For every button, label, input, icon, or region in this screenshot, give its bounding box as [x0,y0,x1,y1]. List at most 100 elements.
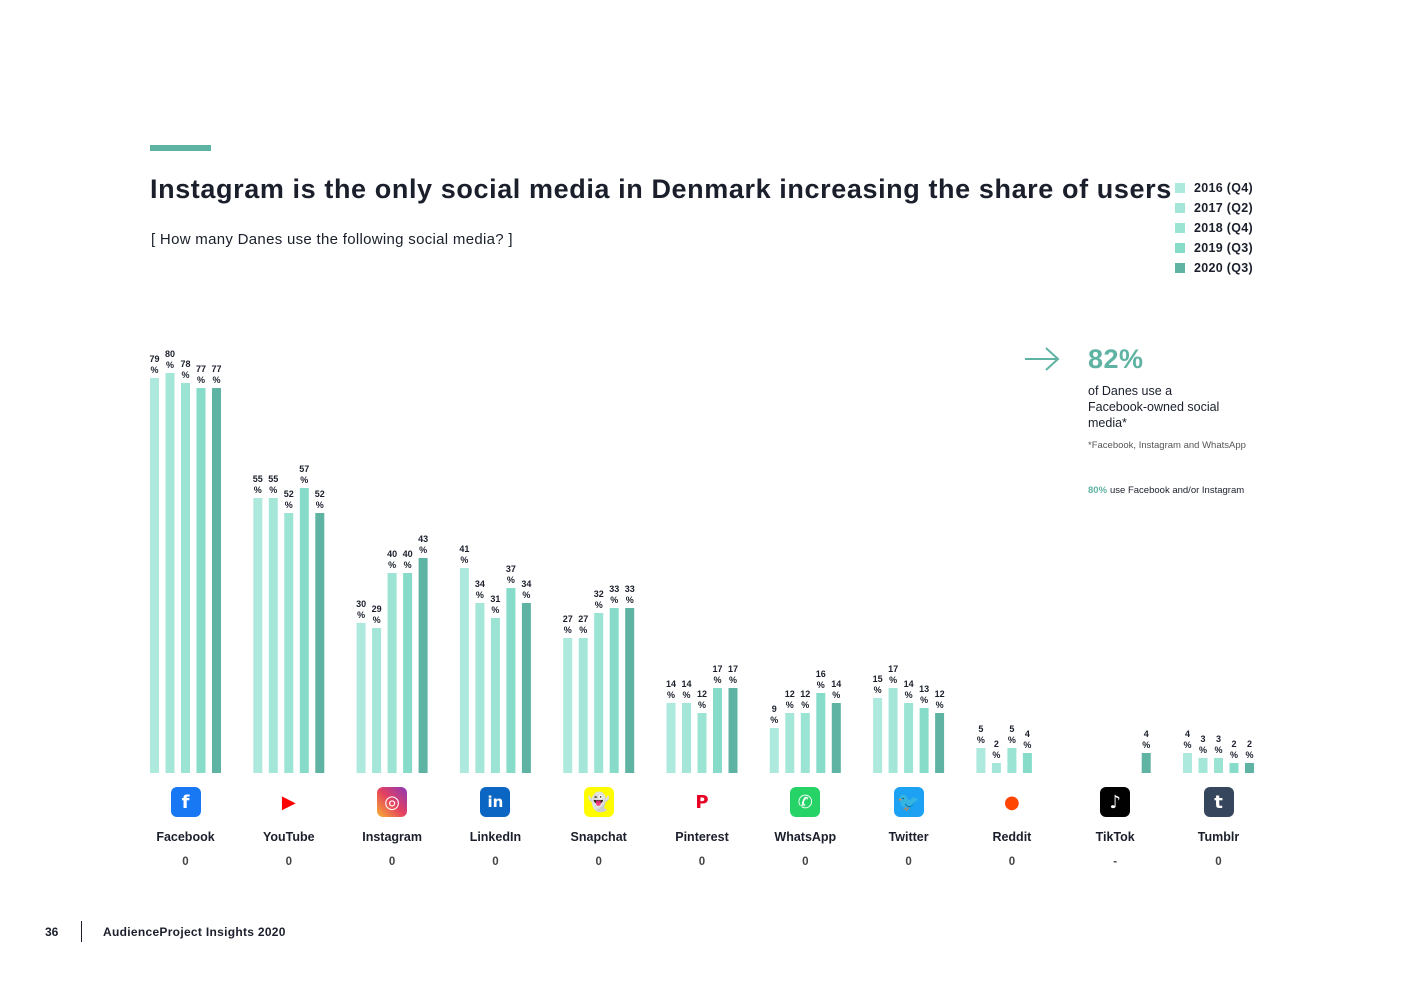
bar-twitter-2017 [888,688,898,773]
bar-value-unit: % [874,685,882,695]
bar-value-unit: % [626,595,634,605]
bar-value-unit: % [460,555,468,565]
bar-value-label: 5 [978,724,983,734]
bar-value-label: 40 [403,549,413,559]
bar-value-unit: % [564,625,572,635]
bar-value-label: 41 [459,544,469,554]
bar-value-unit: % [1199,745,1207,755]
bar-value-label: 27 [578,614,588,624]
bar-value-label: 34 [475,579,485,589]
platform-label-youtube: YouTube [262,830,315,844]
platform-label-linkedin: LinkedIn [469,830,522,844]
bar-youtube-2019 [299,488,309,773]
bar-value-unit: % [285,500,293,510]
bar-value-label: 4 [1025,729,1030,739]
bar-snapchat-2016 [563,638,573,773]
bar-youtube-2018 [284,513,294,773]
bar-value-label: 5 [1009,724,1014,734]
bar-value-unit: % [579,625,587,635]
bar-value-unit: % [150,365,158,375]
bar-tumblr-2019 [1229,763,1239,773]
platform-change-whatsapp: 0 [802,856,809,868]
bar-value-unit: % [992,750,1000,760]
bar-value-unit: % [905,690,913,700]
bar-value-unit: % [254,485,262,495]
callout-text: of Danes use a Facebook-owned social med… [1088,384,1220,430]
platform-label-reddit: Reddit [992,830,1032,844]
platform-label-snapchat: Snapchat [570,830,627,844]
platform-change-snapchat: 0 [595,856,602,868]
bar-snapchat-2018 [594,613,604,773]
platform-label-pinterest: Pinterest [675,830,729,844]
bar-whatsapp-2016 [769,728,779,773]
bar-tumblr-2016 [1183,753,1192,773]
bar-value-label: 17 [728,664,738,674]
platform-label-tiktok: TikTok [1095,830,1135,844]
bar-value-unit: % [357,610,365,620]
bar-value-label: 14 [831,679,841,689]
snapchat-icon: 👻 [583,787,614,817]
bar-value-unit: % [507,575,515,585]
bar-value-unit: % [522,590,530,600]
bar-instagram-2018 [387,573,397,773]
bar-value-unit: % [770,715,778,725]
legend-swatch [1175,243,1185,253]
bar-value-label: 57 [299,464,309,474]
bar-snapchat-2019 [609,608,619,773]
platform-label-facebook: Facebook [156,830,215,844]
platform-change-youtube: 0 [285,856,292,868]
bar-value-unit: % [977,735,985,745]
bar-value-label: 27 [563,614,573,624]
platform-label-tumblr: Tumblr [1197,830,1240,844]
bar-value-label: 2 [1247,739,1252,749]
bar-pinterest-2016 [666,703,676,773]
bar-value-unit: % [316,500,324,510]
bar-value-label: 3 [1216,734,1221,744]
legend-label: 2016 (Q4) [1194,181,1253,195]
bar-value-label: 33 [625,584,635,594]
bar-value-unit: % [1023,740,1031,750]
bar-linkedin-2019 [506,588,516,773]
youtube-icon: ▶ [273,787,304,817]
platform-change-twitter: 0 [905,856,912,868]
bar-value-label: 52 [284,489,294,499]
footer-page-number: 36 [45,925,59,939]
bar-value-label: 52 [315,489,325,499]
bar-instagram-2020 [418,558,428,773]
bar-value-label: 33 [609,584,619,594]
legend-item-2018: 2018 (Q4) [1175,218,1253,238]
callout-stat-value: 80% [1088,485,1108,496]
bar-value-label: 16 [816,669,826,679]
bar-value-unit: % [166,360,174,370]
bar-linkedin-2017 [475,603,485,773]
bar-whatsapp-2019 [816,693,826,773]
bar-instagram-2019 [403,573,413,773]
bar-facebook-2020 [212,388,221,773]
platform-change-instagram: 0 [388,856,396,868]
bar-facebook-2019 [196,388,206,773]
bar-value-label: 15 [873,674,883,684]
legend-item-2016: 2016 (Q4) [1175,178,1253,198]
bar-linkedin-2018 [490,618,500,773]
bar-value-unit: % [786,700,794,710]
callout-footnote: *Facebook, Instagram and WhatsApp [1088,440,1246,451]
bar-whatsapp-2020 [831,703,841,773]
footer-divider [81,921,82,942]
bar-value-unit: % [1008,735,1016,745]
page-subtitle: [ How many Danes use the following socia… [151,231,513,248]
bar-value-unit: % [936,700,944,710]
bar-whatsapp-2018 [800,713,810,773]
callout-stat-text: use Facebook and/or Instagram [1110,485,1245,496]
platform-label-instagram: Instagram [362,830,422,844]
bar-twitter-2018 [904,703,914,773]
bar-pinterest-2018 [697,713,707,773]
tumblr-icon: t [1203,787,1234,817]
bar-value-label: 4 [1185,729,1190,739]
bar-value-unit: % [1142,740,1150,750]
bar-value-label: 77 [196,364,206,374]
bar-value-unit: % [1230,750,1238,760]
bar-instagram-2017 [372,628,382,773]
bar-value-label: 79 [149,354,159,364]
bar-pinterest-2019 [713,688,722,773]
